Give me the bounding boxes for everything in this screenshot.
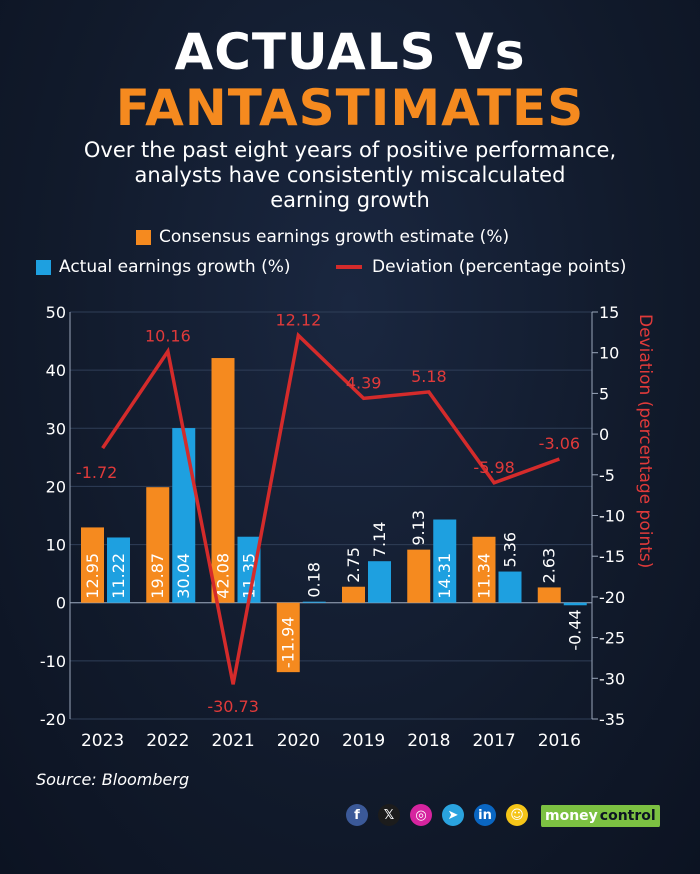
right-tick-label: 10 xyxy=(599,344,619,363)
actual-value-label: 11.22 xyxy=(109,553,128,599)
actual-value-label: 30.04 xyxy=(174,553,193,599)
category-label: 2021 xyxy=(211,731,254,751)
actual-bar-2021 xyxy=(237,536,261,603)
legend-actual: Actual earnings growth (%) xyxy=(36,257,291,277)
actual-value-label: 11.35 xyxy=(240,553,259,599)
estimate-bar-2022 xyxy=(146,487,170,603)
instagram-icon[interactable]: ◎ xyxy=(410,804,432,826)
deviation-label: -30.73 xyxy=(207,697,259,716)
left-tick-label: 0 xyxy=(56,594,66,613)
right-tick-label: -20 xyxy=(599,588,625,607)
estimate-bar-2020 xyxy=(276,602,300,673)
category-label: 2017 xyxy=(472,731,515,751)
linkedin-icon[interactable]: in xyxy=(474,804,496,826)
estimate-bar-2016 xyxy=(537,587,561,603)
estimate-value-label: 12.95 xyxy=(83,553,102,599)
deviation-label: 4.39 xyxy=(346,373,382,392)
left-tick-label: 40 xyxy=(46,361,66,380)
left-tick-label: 20 xyxy=(46,477,66,496)
right-tick-label: -35 xyxy=(599,710,625,729)
title-line-1: ACTUALS Vs xyxy=(174,23,526,81)
deviation-label: -1.72 xyxy=(76,463,117,482)
chart: 50403020100-10-20151050-5-10-15-20-25-30… xyxy=(40,303,655,751)
estimate-bar-2021 xyxy=(211,358,235,603)
left-tick-label: 30 xyxy=(46,419,66,438)
actual-value-label: 5.36 xyxy=(501,532,520,568)
title-line-2: FANTASTIMATES xyxy=(115,79,585,137)
deviation-label: 10.16 xyxy=(145,326,191,345)
right-tick-label: 0 xyxy=(599,425,609,444)
right-axis-title: Deviation (percentage points) xyxy=(635,314,655,568)
category-label: 2018 xyxy=(407,731,450,751)
category-label: 2020 xyxy=(277,731,320,751)
actual-bar-2022 xyxy=(172,428,196,603)
deviation-label: -3.06 xyxy=(539,434,580,453)
right-tick-label: 5 xyxy=(599,384,609,403)
deviation-label: 12.12 xyxy=(275,310,321,329)
social-icons: f 𝕏 ◎ ➤ in ☺ xyxy=(346,804,538,826)
legend-estimate-label: Consensus earnings growth estimate (%) xyxy=(159,227,510,247)
subtitle-line-3: earning growth xyxy=(270,188,430,212)
legend-deviation: Deviation (percentage points) xyxy=(336,257,626,277)
estimate-value-label: 9.13 xyxy=(409,510,428,546)
category-label: 2023 xyxy=(81,731,124,751)
left-tick-label: -20 xyxy=(40,710,66,729)
left-tick-label: -10 xyxy=(40,652,66,671)
category-label: 2016 xyxy=(538,731,581,751)
right-tick-label: -10 xyxy=(599,507,625,526)
left-tick-label: 10 xyxy=(46,536,66,555)
legend-actual-label: Actual earnings growth (%) xyxy=(59,257,291,277)
deviation-label: -5.98 xyxy=(473,458,514,477)
right-tick-label: -15 xyxy=(599,547,625,566)
estimate-value-label: 2.75 xyxy=(344,547,363,583)
source-note: Source: Bloomberg xyxy=(36,770,190,789)
subtitle-line-2: analysts have consistently miscalculated xyxy=(134,163,566,187)
estimate-bar-2018 xyxy=(407,549,431,603)
brand-part-1: money xyxy=(541,805,600,827)
actual-bar-2019 xyxy=(368,561,391,603)
actual-bar-2020 xyxy=(302,601,326,603)
estimate-value-label: 11.34 xyxy=(475,553,494,599)
deviation-line xyxy=(101,331,560,685)
actual-value-label: 0.18 xyxy=(305,562,324,598)
actual-bar-2023 xyxy=(107,537,130,603)
legend-deviation-swatch xyxy=(336,265,362,269)
brand-part-2: control xyxy=(599,805,660,827)
legend-estimate: Consensus earnings growth estimate (%) xyxy=(136,227,509,247)
x-icon[interactable]: 𝕏 xyxy=(378,804,400,826)
category-label: 2019 xyxy=(342,731,385,751)
actual-bar-2018 xyxy=(433,519,457,603)
legend-deviation-label: Deviation (percentage points) xyxy=(372,257,627,277)
subtitle-line-1: Over the past eight years of positive pe… xyxy=(83,138,617,162)
estimate-value-label: -11.94 xyxy=(279,617,298,669)
deviation-label: 5.18 xyxy=(411,367,447,386)
left-tick-label: 50 xyxy=(46,303,66,322)
estimate-value-label: 42.08 xyxy=(214,553,233,599)
actual-value-label: 14.31 xyxy=(435,553,454,599)
estimate-bar-2023 xyxy=(81,527,104,603)
right-tick-label: -25 xyxy=(599,629,625,648)
estimate-value-label: 19.87 xyxy=(148,553,167,599)
right-tick-label: -30 xyxy=(599,669,625,688)
estimate-bar-2019 xyxy=(342,586,365,603)
telegram-icon[interactable]: ➤ xyxy=(442,804,464,826)
estimate-bar-2017 xyxy=(472,536,496,603)
koo-icon[interactable]: ☺ xyxy=(506,804,528,826)
actual-bar-2016 xyxy=(563,602,587,606)
legend-estimate-swatch xyxy=(136,229,151,245)
moneycontrol-logo[interactable]: money control xyxy=(541,804,660,828)
right-tick-label: -5 xyxy=(599,466,615,485)
actual-value-label: -0.44 xyxy=(566,609,585,650)
subtitle: Over the past eight years of positive pe… xyxy=(20,138,680,213)
facebook-icon[interactable]: f xyxy=(346,804,368,826)
category-label: 2022 xyxy=(146,731,189,751)
legend-actual-swatch xyxy=(36,259,51,275)
actual-value-label: 7.14 xyxy=(370,522,389,558)
estimate-value-label: 2.63 xyxy=(540,548,559,584)
actual-bar-2017 xyxy=(498,571,522,603)
right-tick-label: 15 xyxy=(599,303,619,322)
